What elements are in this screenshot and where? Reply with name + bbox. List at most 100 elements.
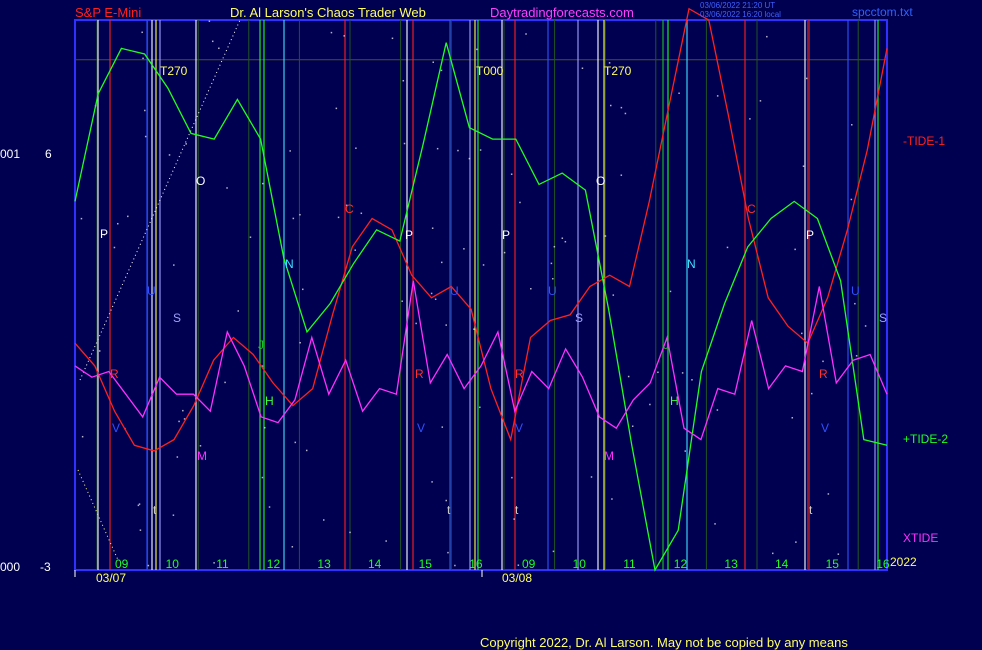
planet-letter-marker: R [415,367,424,381]
star-dot [669,290,672,293]
star-dot [176,456,179,458]
star-dot [657,371,659,374]
diagonal-guide [79,19,241,381]
hour-tick-label: 12 [267,557,281,571]
star-dot [354,249,356,251]
star-dot [292,217,295,220]
star-dot [503,251,506,254]
star-dot [759,100,762,102]
star-dot [113,246,116,249]
star-dot [802,165,805,167]
star-dot [144,135,147,138]
planet-letter-marker: S [173,311,181,325]
hour-tick-label: 14 [775,557,789,571]
star-dot [402,79,405,82]
data-filename: spcctom.txt [852,5,913,19]
planet-letter-marker: M [197,449,207,463]
star-dot [440,69,443,72]
planet-letter-marker: V [112,421,120,435]
star-dot [468,157,471,160]
star-dot [211,40,214,43]
star-dot [302,288,304,291]
planet-letter-marker: R [819,367,828,381]
star-dot [349,531,351,534]
star-dot [716,409,719,411]
star-dot [208,20,211,22]
star-dot [473,328,475,330]
site-link[interactable]: Daytradingforecasts.com [490,5,634,20]
planet-letter-marker: t [515,503,519,517]
star-dot [864,325,867,327]
hour-tick-label: 16 [876,557,890,571]
star-dot [226,187,228,189]
star-dot [434,298,437,301]
star-dot [678,92,680,95]
date-label: 03/08 [502,571,532,585]
star-dot [620,106,623,109]
planet-letter-marker: O [596,174,605,188]
star-dot [581,67,584,69]
hour-tick-label: 10 [166,557,180,571]
planet-letter-marker: C [345,202,354,216]
hour-tick-label: 09 [522,557,536,571]
star-dot [249,236,252,238]
y-top-left-label: 001 [0,147,20,161]
series-label-xtide: XTIDE [903,531,938,545]
star-dot [147,564,150,567]
planet-letter-marker: S [879,311,887,325]
star-dot [127,215,129,218]
star-dot [691,379,693,381]
star-dot [609,104,612,107]
star-dot [801,332,803,335]
star-dot [391,37,394,40]
star-dot [552,550,555,553]
star-dot [716,95,719,97]
star-dot [199,445,202,447]
star-dot [445,324,447,326]
copyright-notice: Copyright 2022, Dr. Al Larson. May not b… [480,635,848,650]
planet-letter-marker: U [851,284,860,298]
star-dot [291,546,294,548]
star-dot [627,375,630,378]
planet-letter-marker: R [515,367,524,381]
star-dot [552,277,554,280]
star-dot [141,31,143,34]
planet-letter-marker: U [548,284,557,298]
star-dot [81,435,84,438]
star-dot [385,540,387,542]
star-dot [681,372,684,374]
timestamp-local: 03/06/2022 16:20 local [700,10,781,19]
series-label-tide1: -TIDE-1 [903,134,945,148]
y-bottom-value-label: -3 [40,560,51,574]
star-dot [590,476,593,478]
star-dot [510,173,513,175]
star-dot [168,154,171,156]
star-dot [440,261,443,264]
planet-letter-marker: M [604,449,614,463]
star-dot [403,142,406,145]
planet-letter-marker: N [687,257,696,271]
star-dot [213,562,215,564]
star-dot [138,503,141,505]
star-dot [360,212,363,215]
star-dot [305,449,308,452]
star-dot [178,420,180,423]
star-dot [430,292,433,295]
star-dot [183,418,186,420]
star-dot [624,112,627,115]
star-dot [482,264,485,266]
star-dot [431,227,434,229]
planet-letter-marker: O [196,174,205,188]
star-dot [604,235,607,237]
star-dot [103,233,106,236]
star-dot [401,300,403,302]
star-dot [345,204,348,207]
star-dot [299,341,301,344]
star-dot [612,294,615,296]
hour-tick-label: 16 [469,557,483,571]
planet-letter-marker: t [153,503,157,517]
planet-letter-marker: P [502,228,510,242]
star-dot [182,409,184,412]
star-dot [772,552,774,555]
star-dot [476,48,478,51]
